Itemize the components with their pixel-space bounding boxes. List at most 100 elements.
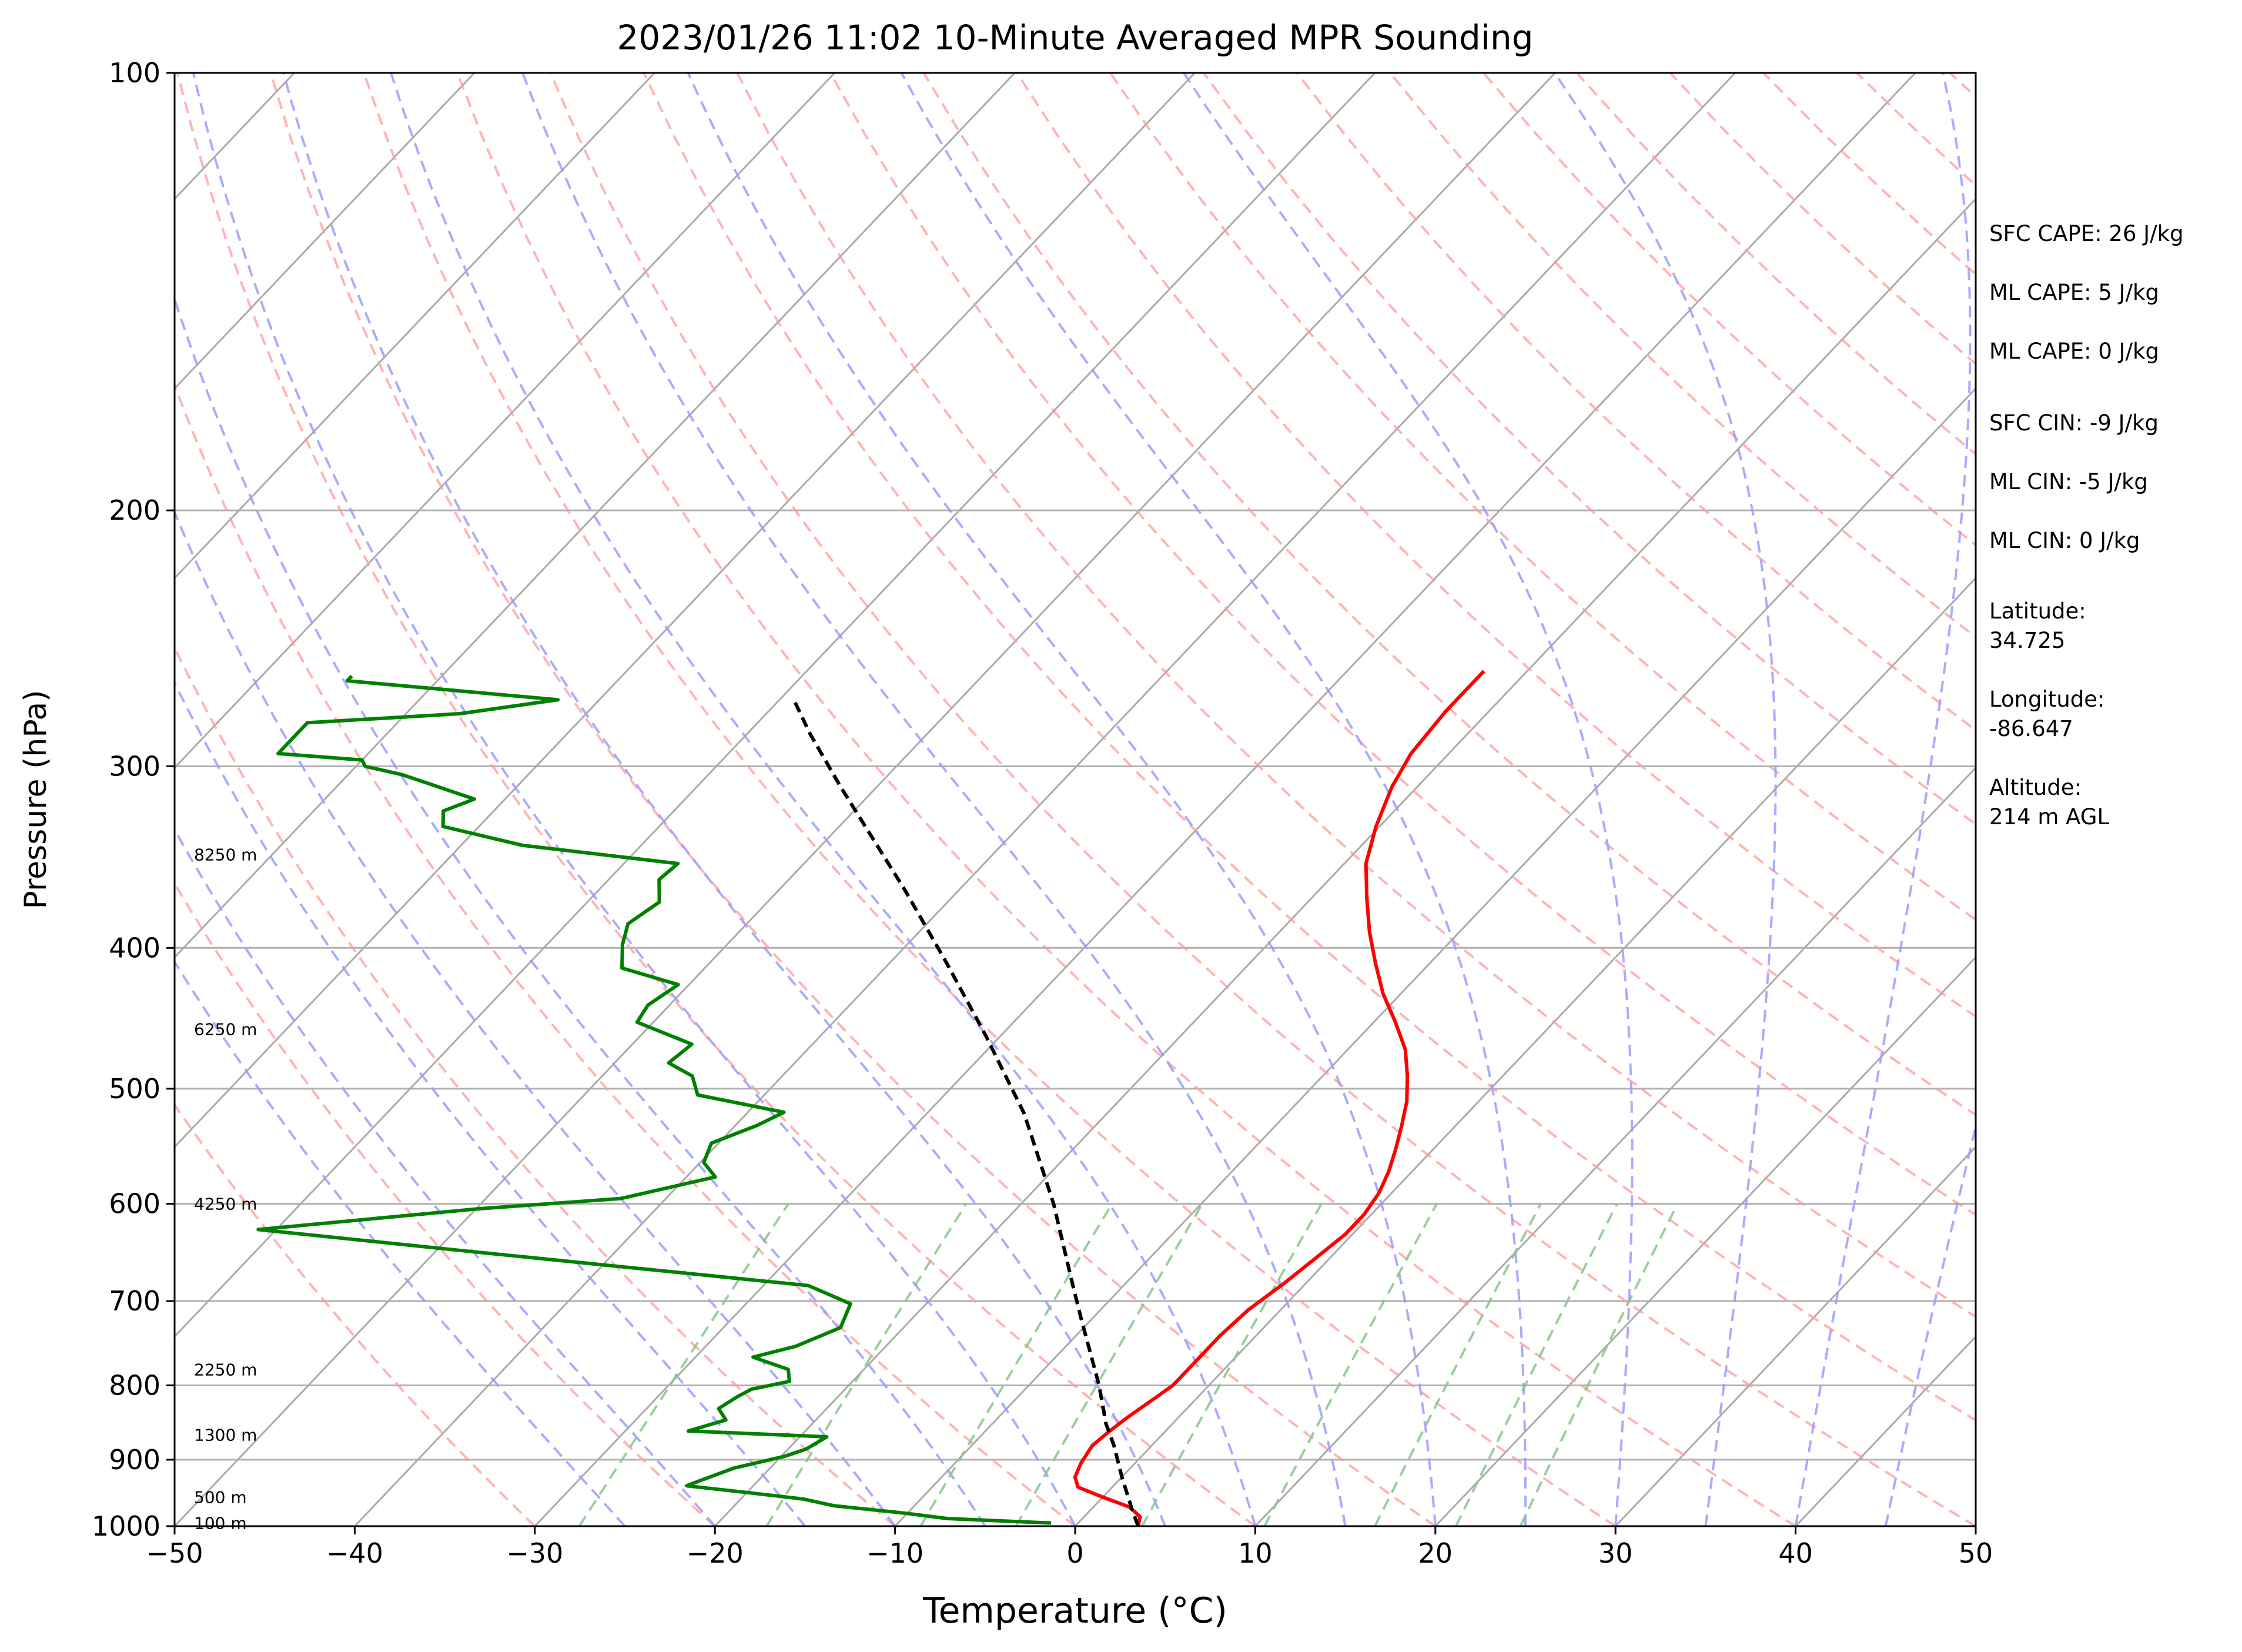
dry-adiabat-line bbox=[363, 73, 1617, 1526]
parcel-path-line bbox=[792, 699, 1140, 1526]
isotherm-line bbox=[175, 73, 476, 390]
info-text: ML CAPE: 5 J/kg bbox=[1989, 280, 2159, 305]
mixing-ratio-line bbox=[578, 1203, 789, 1526]
x-axis-label: Temperature (°C) bbox=[922, 1590, 1227, 1631]
isotherm-line bbox=[175, 73, 1196, 1149]
dry-adiabat-line bbox=[1016, 73, 1976, 1018]
dry-adiabat-line bbox=[269, 73, 1436, 1526]
y-axis-label: Pressure (hPa) bbox=[18, 690, 53, 909]
isotherm-line bbox=[175, 73, 655, 580]
chart-title: 2023/01/26 11:02 10-Minute Averaged MPR … bbox=[617, 18, 1533, 58]
x-tick-label: −30 bbox=[506, 1537, 563, 1569]
isotherm-line bbox=[534, 73, 1916, 1526]
dry-adiabat-line bbox=[549, 73, 1976, 1526]
x-tick-label: 20 bbox=[1418, 1537, 1453, 1569]
axes: −50 −40 −30 −20 −10 0 10 20 30 40 50 100 200 300 400 50… bbox=[92, 57, 1993, 1569]
isotherm-line bbox=[354, 73, 1736, 1526]
height-label: 100 m bbox=[194, 1514, 247, 1533]
moist-adiabat-line bbox=[175, 827, 716, 1526]
height-label: 6250 m bbox=[194, 1020, 257, 1039]
info-text: ML CIN: 0 J/kg bbox=[1989, 528, 2140, 553]
dry-adiabat-line bbox=[643, 73, 1976, 1422]
data-lines bbox=[256, 670, 1485, 1526]
y-tick-label: 700 bbox=[109, 1285, 160, 1317]
x-tick-label: 50 bbox=[1959, 1537, 1993, 1569]
x-tick-label: −20 bbox=[687, 1537, 744, 1569]
y-tick-label: 1000 bbox=[92, 1510, 160, 1542]
dry-adiabat-line bbox=[175, 645, 896, 1526]
mixing-ratio-line bbox=[1141, 1203, 1323, 1526]
info-text: 214 m AGL bbox=[1989, 804, 2110, 830]
isotherm-line bbox=[1615, 1145, 1976, 1526]
isotherm-line bbox=[1254, 766, 1976, 1526]
info-text: Longitude: bbox=[1989, 687, 2105, 712]
info-text: 34.725 bbox=[1989, 628, 2065, 653]
dry-adiabat-line bbox=[176, 73, 1256, 1526]
dewpoint-profile-line bbox=[256, 674, 1052, 1525]
y-tick-label: 100 bbox=[109, 57, 160, 89]
mixing-ratio-line bbox=[1015, 1203, 1204, 1526]
info-text: SFC CIN: -9 J/kg bbox=[1989, 410, 2159, 436]
y-tick-label: 800 bbox=[109, 1369, 160, 1401]
isotherm-line bbox=[175, 73, 1556, 1526]
info-text: ML CIN: -5 J/kg bbox=[1989, 469, 2148, 494]
moist-adiabat-line bbox=[521, 73, 1347, 1526]
height-label: 2250 m bbox=[194, 1360, 257, 1379]
y-tick-label: 600 bbox=[109, 1188, 160, 1220]
moist-adiabat-line bbox=[687, 73, 1437, 1526]
info-text: SFC CAPE: 26 J/kg bbox=[1989, 221, 2184, 246]
x-tick-label: −40 bbox=[326, 1537, 383, 1569]
x-tick-label: 0 bbox=[1066, 1537, 1083, 1569]
info-text: Latitude: bbox=[1989, 598, 2086, 624]
dry-adiabat-line bbox=[1296, 73, 1976, 732]
height-label: 4250 m bbox=[194, 1195, 257, 1214]
dry-adiabat-line bbox=[736, 73, 1976, 1318]
height-labels: 100 m 500 m 1300 m 2250 m 4250 m 6250 m 8250 m bbox=[194, 845, 257, 1533]
moist-adiabat-line bbox=[175, 295, 986, 1526]
moist-adiabat-line bbox=[175, 959, 626, 1526]
isotherm-line bbox=[175, 73, 1016, 959]
height-label: 500 m bbox=[194, 1488, 247, 1507]
isotherm-line bbox=[1434, 956, 1976, 1526]
y-tick-label: 400 bbox=[109, 932, 160, 964]
dry-adiabat-line bbox=[175, 382, 1076, 1526]
info-text: ML CAPE: 0 J/kg bbox=[1989, 339, 2159, 364]
height-label: 1300 m bbox=[194, 1425, 257, 1444]
moist-adiabat-line bbox=[175, 509, 896, 1526]
y-tick-label: 900 bbox=[109, 1444, 160, 1476]
dry-adiabat-line bbox=[1109, 73, 1976, 921]
isotherm-line bbox=[1074, 577, 1976, 1526]
x-tick-label: 30 bbox=[1598, 1537, 1633, 1569]
moist-adiabat-line bbox=[1183, 73, 1634, 1526]
moist-adiabat-line bbox=[1884, 1121, 1976, 1526]
isotherm-line bbox=[175, 73, 1376, 1338]
height-label: 8250 m bbox=[194, 845, 257, 864]
y-tick-label: 500 bbox=[109, 1073, 160, 1105]
mixing-ratio-line bbox=[1519, 1203, 1679, 1526]
temperature-profile-line bbox=[1073, 670, 1485, 1526]
x-tick-label: −10 bbox=[866, 1537, 923, 1569]
mixing-ratio-line bbox=[1374, 1203, 1542, 1526]
background-lines bbox=[0, 73, 1976, 1526]
x-tick-label: 10 bbox=[1238, 1537, 1273, 1569]
y-tick-label: 200 bbox=[109, 494, 160, 526]
plot-frame bbox=[173, 72, 1977, 1527]
isotherm-line bbox=[175, 73, 835, 770]
mixing-ratio-line bbox=[765, 1203, 968, 1526]
mixing-ratio-line bbox=[1263, 1203, 1438, 1526]
isotherm-line bbox=[894, 387, 1976, 1526]
isotherm-line bbox=[0, 73, 114, 1526]
moist-adiabat-line bbox=[390, 73, 1257, 1526]
mixing-ratio-line bbox=[1455, 1203, 1618, 1526]
isotherm-line bbox=[714, 198, 1976, 1526]
dry-adiabat-line bbox=[175, 881, 716, 1526]
dry-adiabat-line bbox=[829, 73, 1976, 1216]
info-text: -86.647 bbox=[1989, 716, 2073, 741]
y-tick-label: 300 bbox=[109, 750, 160, 782]
moist-adiabat-line bbox=[900, 73, 1527, 1526]
moist-adiabat-line bbox=[1554, 73, 1777, 1526]
info-text: Altitude: bbox=[1989, 775, 2082, 800]
x-tick-label: 40 bbox=[1778, 1537, 1813, 1569]
moist-adiabat-line bbox=[192, 73, 1076, 1526]
moist-adiabat-line bbox=[1794, 73, 1972, 1526]
